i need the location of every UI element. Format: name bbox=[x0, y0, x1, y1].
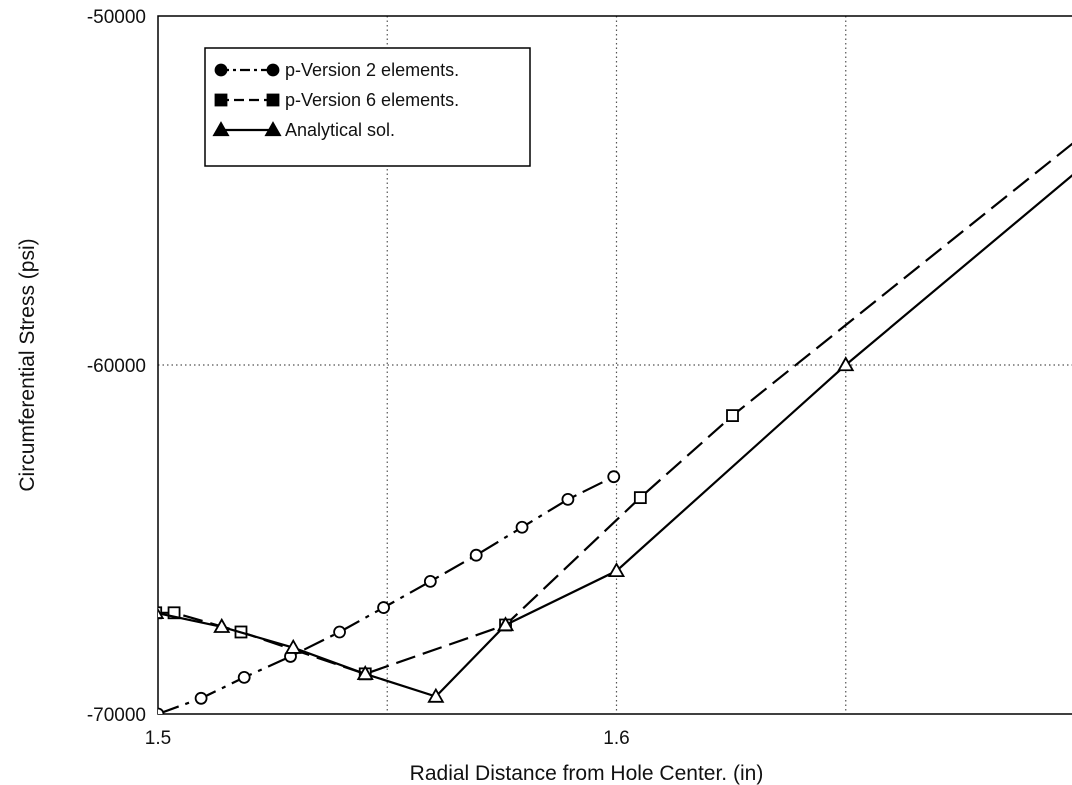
legend-label: p-Version 6 elements. bbox=[285, 90, 459, 110]
y-tick-label: -70000 bbox=[87, 705, 146, 726]
series-3 bbox=[158, 174, 1072, 703]
data-point-circle bbox=[333, 625, 346, 639]
legend-label: p-Version 2 elements. bbox=[285, 60, 459, 80]
data-point-square bbox=[167, 606, 181, 620]
legend-label: Analytical sol. bbox=[285, 120, 395, 140]
legend-box bbox=[204, 47, 531, 167]
y-axis-title: Circumferential Stress (psi) bbox=[16, 238, 39, 491]
x-axis-title: Radial Distance from Hole Center. (in) bbox=[410, 762, 764, 785]
data-point-triangle bbox=[213, 617, 231, 633]
data-point-circle bbox=[377, 601, 390, 614]
x-tick-label: 1.5 bbox=[145, 728, 171, 749]
x-tick-label: 1.6 bbox=[603, 728, 629, 749]
data-point-triangle bbox=[284, 638, 302, 654]
data-point-triangle bbox=[356, 665, 374, 681]
data-point-circle bbox=[237, 670, 251, 684]
data-point-circle bbox=[515, 520, 529, 534]
series-group bbox=[158, 142, 1072, 714]
legend-item: p-Version 6 elements. bbox=[214, 90, 459, 110]
series-line-3 bbox=[158, 174, 1072, 698]
tick-labels: 1.5 1.6 -70000 -60000 -50000 bbox=[87, 7, 630, 749]
data-point-triangle bbox=[496, 616, 515, 632]
plot-area-frame bbox=[157, 15, 1072, 715]
legend-item: p-Version 2 elements. bbox=[214, 60, 459, 80]
series-line-2 bbox=[158, 142, 1072, 676]
legend: p-Version 2 elements. p-Version 6 element… bbox=[204, 47, 531, 167]
data-point-triangle bbox=[158, 607, 165, 619]
data-point-triangle bbox=[264, 121, 282, 137]
data-point-circle bbox=[423, 574, 437, 588]
data-point-triangle bbox=[427, 687, 445, 703]
data-point-circle bbox=[214, 63, 228, 77]
series-1 bbox=[158, 470, 621, 714]
data-point-circle bbox=[469, 548, 483, 562]
data-point-circle bbox=[194, 691, 208, 705]
data-point-circle bbox=[158, 707, 165, 714]
data-point-square bbox=[633, 491, 647, 505]
series-line-1 bbox=[158, 475, 615, 714]
legend-item: Analytical sol. bbox=[212, 120, 395, 140]
y-tick-label: -60000 bbox=[87, 356, 146, 377]
data-point-triangle bbox=[837, 356, 855, 372]
data-point-triangle bbox=[212, 121, 230, 137]
series-2 bbox=[158, 142, 1072, 681]
data-point-triangle bbox=[607, 562, 626, 578]
data-point-square bbox=[214, 93, 228, 107]
data-point-square bbox=[266, 93, 280, 107]
data-point-circle bbox=[266, 63, 280, 77]
grid-lines bbox=[158, 16, 1072, 714]
data-point-circle bbox=[561, 492, 575, 506]
y-tick-label: -50000 bbox=[87, 7, 146, 28]
data-point-square bbox=[726, 409, 739, 423]
data-point-circle bbox=[607, 470, 621, 484]
